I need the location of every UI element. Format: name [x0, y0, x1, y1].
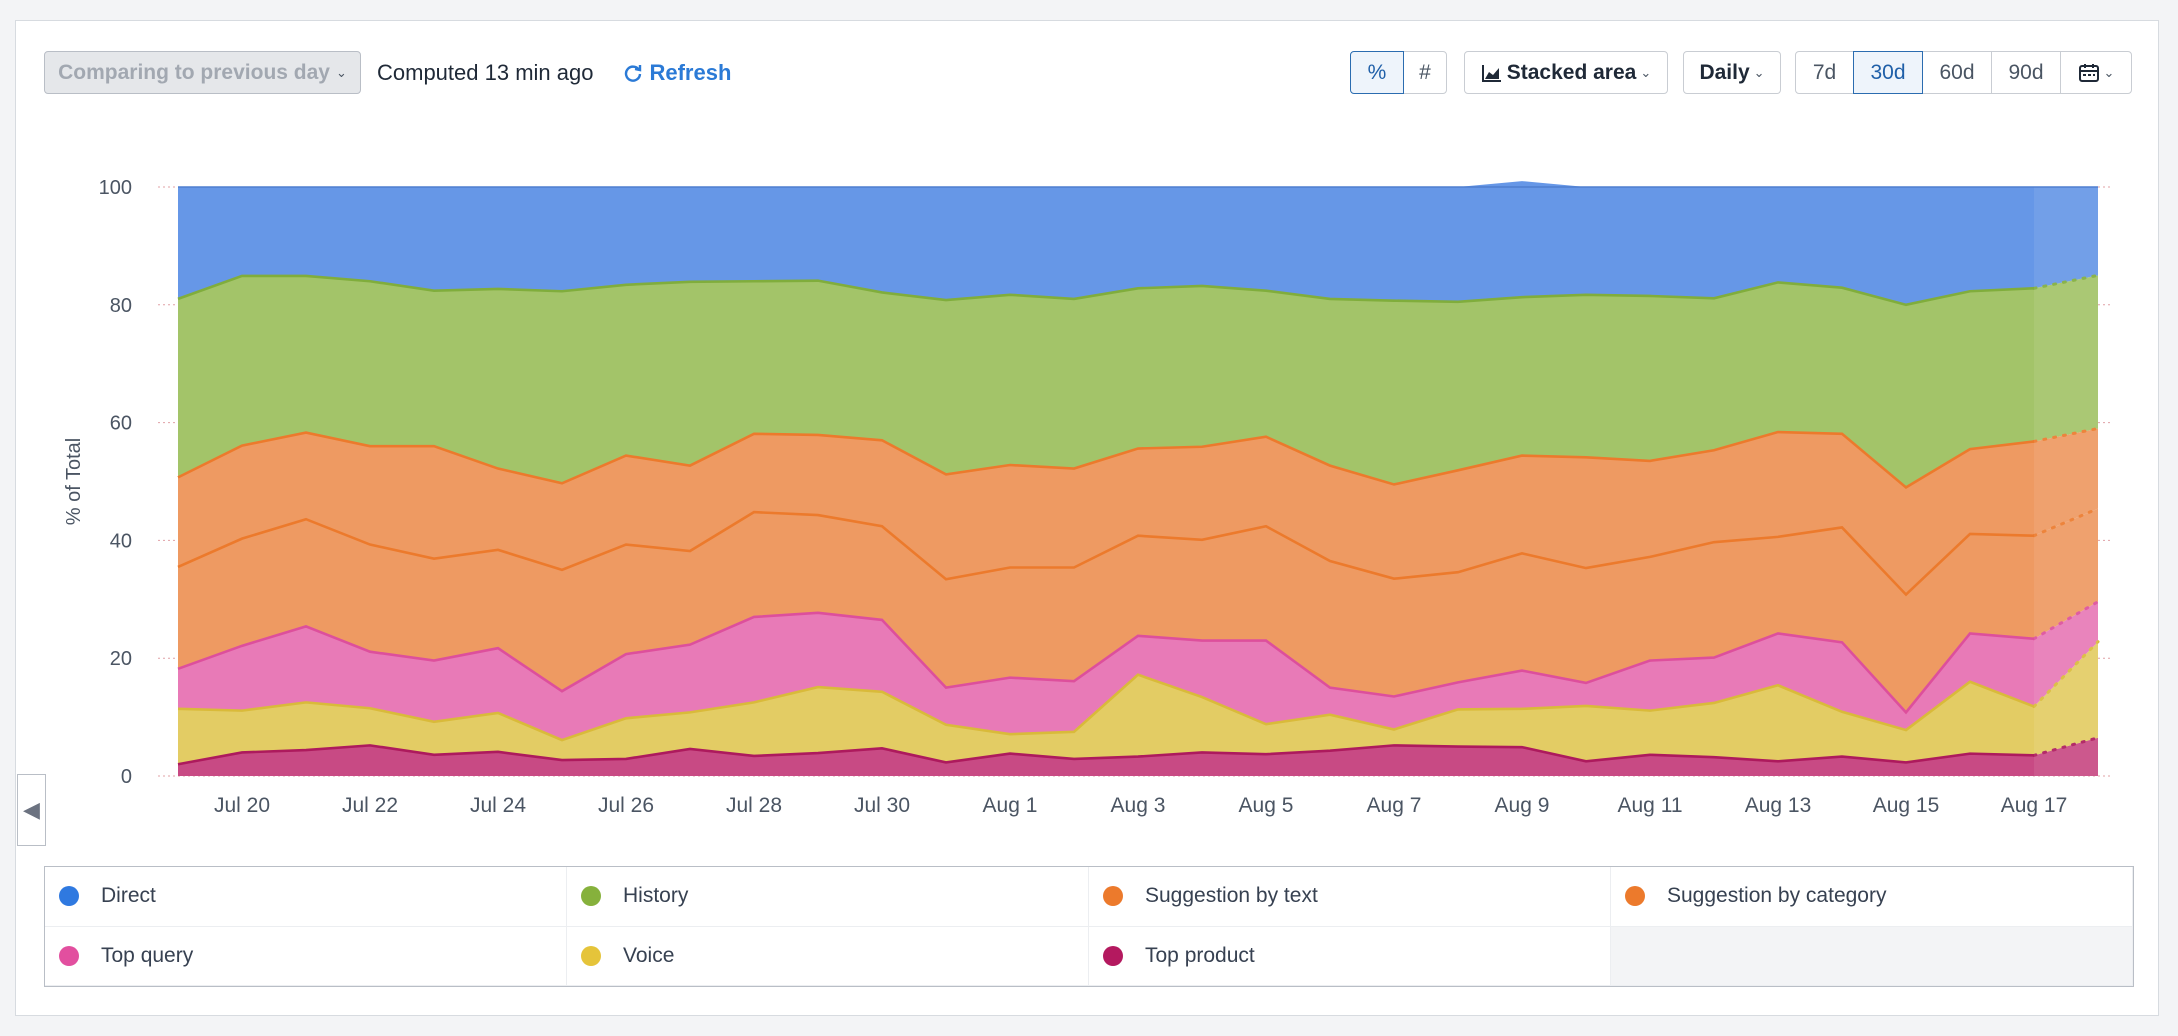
partial-period-overlay	[2034, 187, 2098, 776]
x-tick-label: Aug 15	[1873, 794, 1940, 817]
line-suggestion-by-category	[177, 430, 2035, 489]
area-history	[178, 275, 2098, 488]
area-top-query	[178, 601, 2098, 741]
caret-left-icon: ◀	[23, 797, 40, 822]
legend-label: Suggestion by text	[1145, 884, 1318, 908]
y-axis-label: % of Total	[63, 438, 85, 525]
range-60d-button[interactable]: 60d	[1922, 51, 1992, 94]
chevron-down-icon: ⌄	[1753, 64, 1765, 80]
x-tick-label: Aug 9	[1495, 794, 1550, 817]
legend-empty-cell	[1611, 926, 2133, 986]
x-tick-label: Aug 1	[983, 794, 1038, 817]
range-30d-button[interactable]: 30d	[1853, 51, 1923, 94]
legend-item-top-query[interactable]: Top query	[45, 926, 567, 986]
calendar-icon	[2078, 63, 2099, 82]
legend-label: History	[623, 884, 689, 908]
range-toggle: 7d 30d 60d 90d ⌄	[1795, 51, 2132, 94]
refresh-label: Refresh	[649, 59, 732, 85]
line-voice	[177, 673, 2035, 742]
compare-label: Comparing to previous day	[58, 60, 330, 84]
legend-label: Top product	[1145, 943, 1255, 967]
legend-label: Suggestion by category	[1667, 884, 1887, 908]
mode-toggle: % #	[1350, 51, 1447, 94]
chart-type-label: Stacked area	[1506, 60, 1637, 84]
legend-dot	[581, 945, 601, 966]
x-tick-label: Aug 5	[1239, 794, 1294, 817]
legend-item-history[interactable]: History	[567, 867, 1089, 927]
chevron-down-icon: ⌄	[335, 64, 347, 80]
legend-label: Top query	[101, 943, 194, 967]
x-tick-label: Jul 26	[598, 794, 654, 817]
percent-mode-button[interactable]: %	[1350, 51, 1404, 94]
legend-dot	[59, 945, 79, 966]
legend-item-direct[interactable]: Direct	[45, 867, 567, 927]
chevron-down-icon: ⌄	[2103, 64, 2115, 80]
legend-item-suggestion-by-category[interactable]: Suggestion by category	[1611, 867, 2133, 927]
line-history	[177, 274, 2035, 307]
x-tick-label: Aug 17	[2001, 794, 2068, 817]
partial-line-top-query	[2032, 600, 2100, 641]
y-tick-label: 20	[110, 648, 132, 670]
range-90d-button[interactable]: 90d	[1991, 51, 2061, 94]
legend-label: Direct	[101, 884, 156, 908]
line-top-product	[177, 744, 2035, 766]
refresh-icon	[625, 64, 642, 82]
partial-line-suggestion-by-category	[2032, 426, 2100, 443]
area-voice	[178, 641, 2098, 765]
interval-wrap: Daily ⌄	[1683, 51, 1781, 94]
date-picker-button[interactable]: ⌄	[2060, 51, 2132, 94]
line-top-query	[177, 611, 2035, 715]
legend-dot	[1103, 945, 1123, 966]
area-suggestion-by-category	[178, 428, 2098, 595]
x-tick-label: Aug 11	[1618, 794, 1683, 817]
partial-line-top-product	[2032, 736, 2100, 757]
x-tick-label: Jul 22	[342, 794, 398, 817]
legend-item-suggestion-by-text[interactable]: Suggestion by text	[1089, 867, 1611, 927]
legend-dot	[581, 886, 601, 907]
x-tick-label: Jul 24	[470, 794, 526, 817]
legend-label: Voice	[623, 943, 675, 967]
chevron-down-icon: ⌄	[1640, 64, 1652, 80]
x-tick-label: Jul 30	[854, 794, 910, 817]
x-tick-label: Aug 3	[1111, 794, 1166, 817]
interval-label: Daily	[1699, 60, 1750, 84]
legend-dot	[1103, 886, 1123, 907]
legend-dot	[1625, 886, 1645, 907]
y-tick-label: 80	[110, 295, 132, 317]
x-tick-label: Aug 7	[1367, 794, 1422, 817]
y-tick-label: 40	[110, 530, 132, 552]
partial-line-history	[2032, 273, 2100, 290]
chart-type-dropdown[interactable]: Stacked area ⌄	[1464, 51, 1668, 94]
toolbar-left: Comparing to previous day ⌄ Computed 13 …	[44, 51, 731, 94]
compare-dropdown[interactable]: Comparing to previous day ⌄	[44, 51, 361, 94]
legend-dot	[59, 886, 79, 907]
chart-type-wrap: Stacked area ⌄	[1464, 51, 1668, 94]
stacked-area-chart: 0 20 40 60 80 100 % of Total Jul 20 Jul 22 Jul 24…	[63, 177, 2112, 817]
collapse-panel-button[interactable]: ◀	[17, 774, 46, 846]
area-chart-icon	[1481, 64, 1501, 82]
chart-legend: Direct History Suggestion by text Sugges…	[44, 866, 2134, 987]
area-suggestion-by-text	[178, 508, 2098, 713]
legend-item-top-product[interactable]: Top product	[1089, 926, 1611, 986]
area-direct	[178, 181, 2098, 305]
computed-status: Computed 13 min ago	[377, 59, 594, 85]
y-tick-label: 100	[99, 177, 132, 199]
x-tick-label: Aug 13	[1745, 794, 1812, 817]
y-tick-label: 60	[110, 413, 132, 435]
x-tick-label: Jul 20	[214, 794, 270, 817]
line-suggestion-by-text	[177, 510, 2035, 597]
y-tick-label: 0	[121, 766, 132, 788]
partial-line-suggestion-by-text	[2032, 507, 2100, 538]
interval-dropdown[interactable]: Daily ⌄	[1683, 51, 1781, 94]
legend-item-voice[interactable]: Voice	[567, 926, 1089, 986]
x-tick-label: Jul 28	[726, 794, 782, 817]
refresh-button[interactable]: Refresh	[623, 60, 731, 86]
range-7d-button[interactable]: 7d	[1795, 51, 1854, 94]
